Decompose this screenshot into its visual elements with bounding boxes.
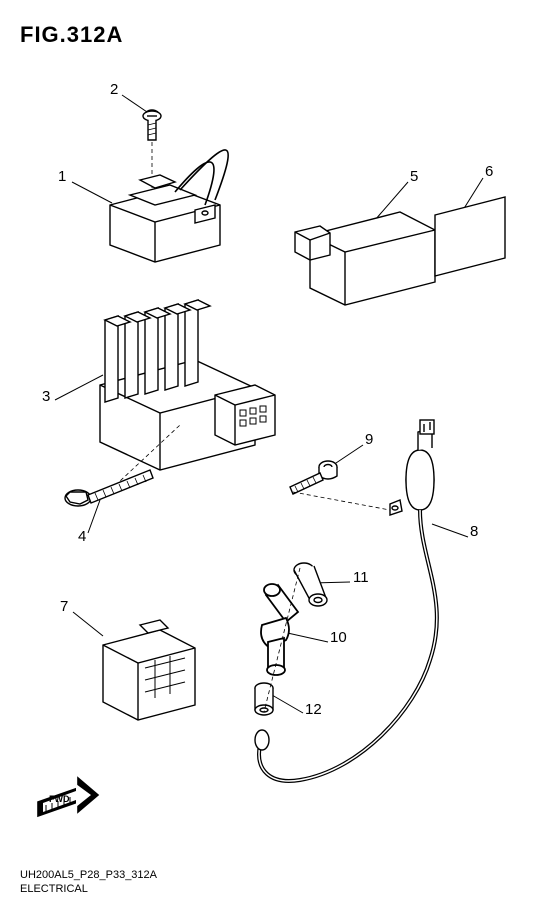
part-starter-relay — [110, 150, 228, 262]
fwd-arrow: FWD — [38, 778, 98, 816]
part-fi-control — [295, 212, 435, 305]
part-rectifier — [100, 300, 275, 495]
diagram-svg: FWD — [0, 0, 560, 910]
part-tape — [435, 197, 505, 276]
part-relay-fuel — [103, 620, 195, 720]
part-socket-screw — [290, 461, 390, 510]
fwd-label: FWD — [49, 794, 70, 804]
part-seal — [294, 563, 327, 606]
part-bolt-hex — [65, 470, 153, 506]
